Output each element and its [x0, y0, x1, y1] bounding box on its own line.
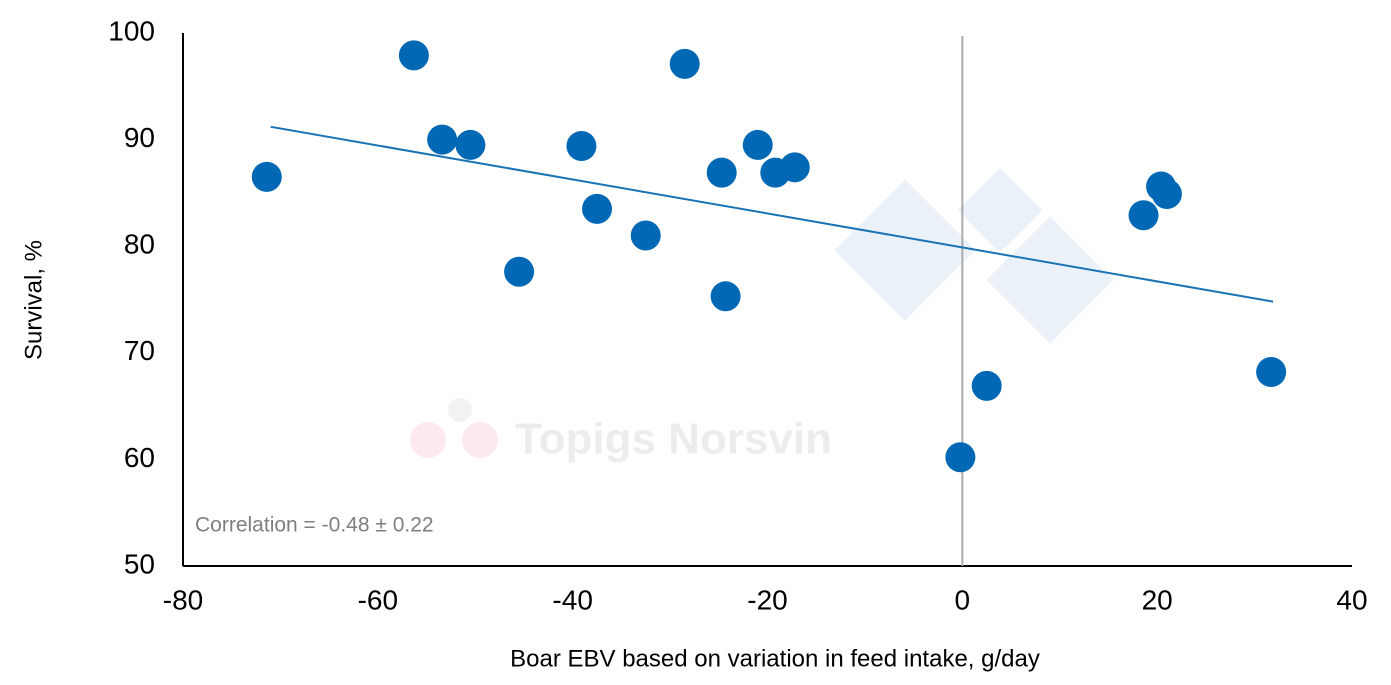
point — [945, 442, 976, 473]
x-tick-label: 20 — [1142, 584, 1173, 615]
point — [742, 129, 773, 160]
point — [971, 370, 1002, 401]
y-tick-label: 60 — [124, 442, 155, 473]
watermark-brand — [410, 398, 498, 458]
point — [1128, 200, 1159, 231]
annotation: Correlation = -0.48 ± 0.22 — [195, 514, 434, 537]
x-tick-label: -20 — [747, 584, 787, 615]
point — [630, 220, 661, 251]
y-tick-label: 100 — [108, 15, 155, 46]
point — [427, 124, 458, 155]
y-tick-label: 90 — [124, 122, 155, 153]
y-tick-label: 70 — [124, 335, 155, 366]
x-tick-label: 0 — [955, 584, 971, 615]
point — [1256, 356, 1287, 387]
x-tick-label: -80 — [163, 584, 203, 615]
trendline — [270, 125, 1274, 303]
point — [706, 157, 737, 188]
point — [1151, 178, 1182, 209]
watermark-shape — [834, 179, 976, 321]
watermark-text: Topigs Norsvin — [515, 415, 832, 464]
point — [779, 152, 810, 183]
y-tick-label: 80 — [124, 229, 155, 260]
x-tick-label: 40 — [1336, 584, 1367, 615]
point — [566, 130, 597, 161]
point — [504, 256, 535, 287]
point — [455, 129, 486, 160]
watermark-shape — [410, 422, 446, 458]
x-axis-title: Boar EBV based on variation in feed inta… — [510, 645, 1040, 672]
point — [582, 193, 613, 224]
y-tick-label: 50 — [124, 548, 155, 579]
watermark-shape — [462, 422, 498, 458]
point — [398, 40, 429, 71]
watermark-shape — [957, 167, 1043, 253]
watermark-shape — [448, 398, 472, 422]
point — [710, 281, 741, 312]
x-tick-label: -60 — [358, 584, 398, 615]
watermark-logo — [834, 167, 1114, 344]
x-tick-label: -40 — [552, 584, 592, 615]
point — [669, 48, 700, 79]
y-axis-title: Survival, % — [20, 240, 47, 360]
point — [251, 161, 282, 192]
